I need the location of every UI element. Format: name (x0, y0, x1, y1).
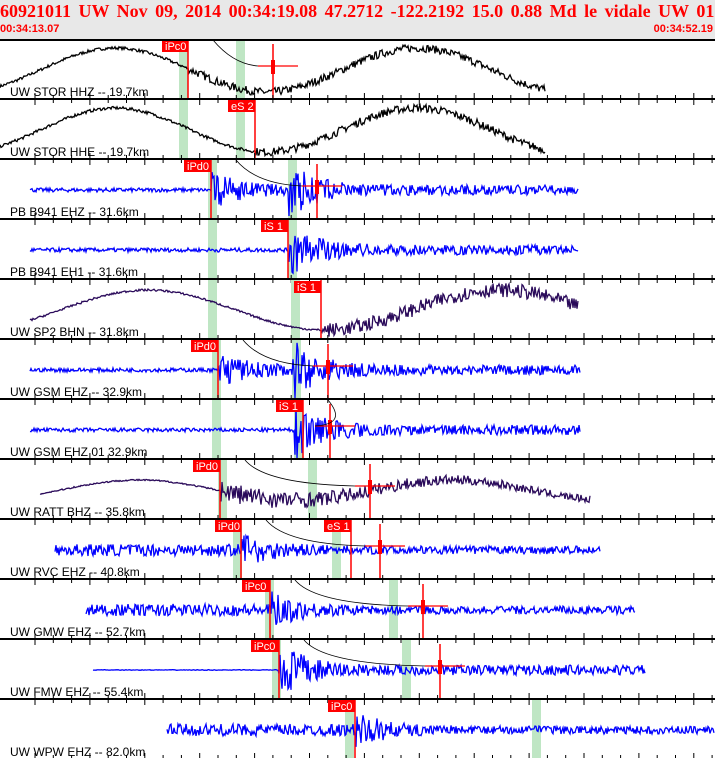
coda-marker-box (315, 180, 319, 194)
trace-label: UW GMW EHZ -- 52.7km (10, 625, 145, 639)
coda-curve (235, 159, 303, 187)
trace-label: UW RATT BHZ -- 35.8km (10, 505, 145, 519)
pick-flag[interactable] (193, 460, 220, 472)
pick-label: iPd0 (196, 461, 218, 473)
trace-0[interactable]: iPc0 UW STOR HHZ -- 19.7km (0, 39, 715, 105)
pick-window[interactable] (389, 580, 398, 639)
event-header: 60921011 UW Nov 09, 2014 00:34:19.08 47.… (0, 0, 715, 39)
trace-8[interactable]: iPd0 eS 1 UW RVC EHZ -- 40.8km (0, 519, 715, 585)
coda-marker-box (328, 420, 332, 434)
pick-label: iS 1 (297, 282, 316, 294)
trace-7[interactable]: iPd0 UW RATT BHZ -- 35.8km (0, 459, 715, 525)
pick-window[interactable] (236, 40, 245, 99)
pick-flag[interactable] (242, 580, 270, 592)
pick-label: iPc0 (245, 581, 266, 593)
pick-flag[interactable] (184, 160, 211, 172)
trace-10[interactable]: iPc0 UW FMW EHZ -- 55.4km (0, 639, 715, 705)
trace-11[interactable]: iPc0 UW WPW EHZ -- 82.0km (0, 700, 715, 758)
trace-4[interactable]: iS 1 UW SP2 BHN -- 31.8km (0, 280, 715, 345)
waveform (39, 473, 591, 509)
pick-flag[interactable] (328, 700, 355, 712)
pick-flag[interactable] (191, 340, 218, 352)
pick-label: iPc0 (165, 41, 186, 53)
pick-flag[interactable] (294, 281, 321, 293)
waveform (166, 715, 715, 747)
trace-3[interactable]: iS 1 PB B941 EH1 -- 31.6km (0, 220, 715, 285)
start-time: 00:34:13.07 (0, 23, 60, 35)
seismogram-panel[interactable]: iPc0 UW STOR HHZ -- 19.7km eS 2 UW STOR HHE… (0, 39, 715, 758)
pick-window[interactable] (345, 700, 354, 758)
waveform (54, 533, 601, 563)
end-time: 00:34:52.19 (653, 23, 713, 35)
coda-curve (314, 399, 336, 427)
waveform (29, 171, 579, 217)
trace-label: UW GSM EHZ 01 32.9km (10, 445, 147, 459)
pick-window[interactable] (236, 100, 245, 159)
coda-marker-box (368, 480, 372, 494)
pick-flag[interactable] (162, 40, 188, 52)
pick-label: iS 1 (264, 221, 283, 233)
event-title: 60921011 UW Nov 09, 2014 00:34:19.08 47.… (0, 1, 715, 21)
trace-label: UW STOR HHZ -- 19.7km (10, 85, 148, 99)
coda-marker-box (421, 600, 425, 614)
pick-flag[interactable] (215, 520, 241, 532)
waveform (29, 342, 581, 399)
pick-label: iPd0 (218, 521, 240, 533)
pick-label: iPd0 (187, 161, 209, 173)
pick-window[interactable] (208, 160, 217, 219)
pick-label: eS 2 (231, 101, 254, 113)
waveform (29, 281, 579, 338)
coda-marker-box (378, 540, 382, 554)
pick-window[interactable] (294, 400, 303, 459)
trace-label: UW STOR HHE -- 19.7km (10, 145, 149, 159)
pick-window[interactable] (291, 280, 300, 339)
pick-window[interactable] (208, 280, 217, 339)
coda-curve (265, 519, 366, 547)
coda-curve (294, 579, 409, 607)
pick-window[interactable] (308, 460, 317, 519)
coda-marker-box (438, 660, 442, 674)
pick-flag[interactable] (324, 520, 351, 532)
pick-label: iPc0 (254, 641, 275, 653)
trace-9[interactable]: iPc0 UW GMW EHZ -- 52.7km (0, 579, 715, 645)
pick-label: iPc0 (331, 701, 352, 713)
pick-flag[interactable] (251, 640, 279, 652)
trace-label: PB B941 EHZ -- 31.6km (10, 205, 139, 219)
trace-label: UW WPW EHZ -- 82.0km (10, 745, 145, 758)
coda-curve (212, 39, 259, 67)
waveform (92, 651, 646, 692)
pick-window[interactable] (179, 40, 188, 99)
trace-label: UW FMW EHZ -- 55.4km (10, 685, 143, 699)
waveform (29, 401, 581, 459)
coda-marker-box (271, 60, 275, 74)
trace-5[interactable]: iPd0 UW GSM EHZ -- 32.9km (0, 339, 715, 405)
waveform (0, 102, 546, 158)
waveform (85, 591, 636, 625)
trace-label: UW RVC EHZ -- 40.8km (10, 565, 140, 579)
pick-window[interactable] (179, 100, 188, 159)
trace-1[interactable]: eS 2 UW STOR HHE -- 19.7km (0, 100, 715, 165)
pick-label: iS 1 (279, 401, 298, 413)
trace-label: UW GSM EHZ -- 32.9km (10, 385, 142, 399)
pick-label: eS 1 (327, 521, 350, 533)
trace-2[interactable]: iPd0 PB B941 EHZ -- 31.6km (0, 159, 715, 225)
trace-label: UW SP2 BHN -- 31.8km (10, 325, 139, 339)
coda-curve (303, 639, 426, 667)
trace-label: PB B941 EH1 -- 31.6km (10, 265, 138, 279)
pick-flag[interactable] (276, 400, 303, 412)
pick-window[interactable] (288, 220, 297, 279)
waveform (29, 235, 579, 275)
pick-flag[interactable] (228, 100, 255, 112)
trace-6[interactable]: iS 1 UW GSM EHZ 01 32.9km (0, 399, 715, 465)
pick-flag[interactable] (261, 220, 288, 232)
coda-curve (244, 459, 356, 487)
coda-curve (242, 339, 314, 367)
pick-label: iPd0 (194, 341, 216, 353)
coda-marker-box (326, 360, 330, 374)
